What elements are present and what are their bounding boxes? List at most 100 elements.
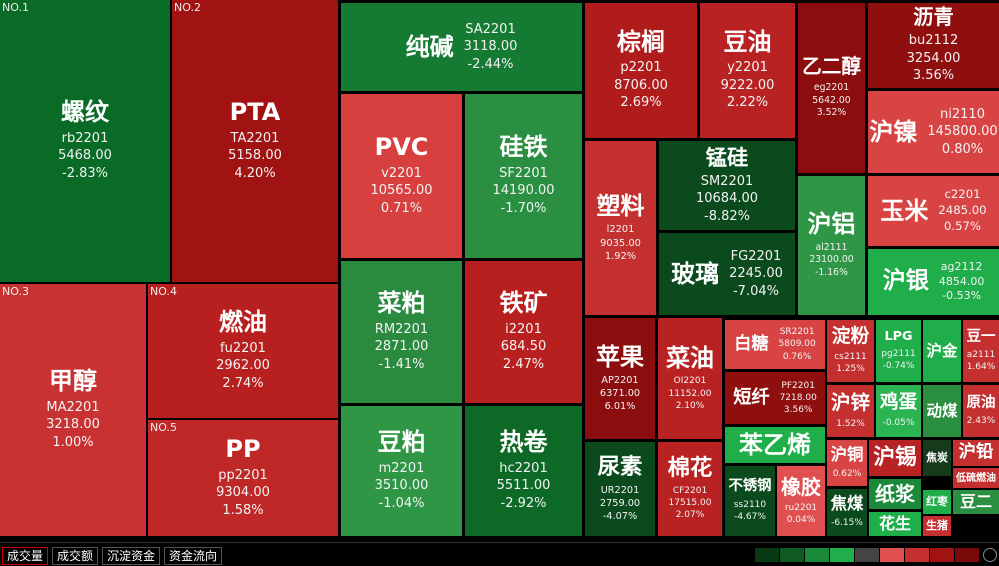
product-code: ss2110 [733,499,767,510]
tab[interactable]: 成交额 [52,547,99,565]
tile[interactable]: 纸浆 [869,479,921,509]
product-code: ag2112 [940,259,983,273]
product-change: -0.05% [882,418,915,429]
product-code: a2111 [966,349,996,360]
product-code: MA2201 [46,399,100,415]
help-icon[interactable] [983,548,997,562]
tile[interactable]: NO.4 燃油 fu2201 2962.00 2.74% [148,284,338,418]
product-name: 玉米 [880,196,929,225]
product-price: 2962.00 [216,358,270,374]
bottom-bar: 成交量 成交额 沉淀资金 资金流向 [0,542,999,566]
tile[interactable]: 玻璃 FG2201 2245.00 -7.04% [659,233,795,315]
tile[interactable]: 热卷 hc2201 5511.00 -2.92% [465,406,582,536]
tile[interactable]: NO.1 螺纹 rb2201 5468.00 -2.83% [0,0,170,282]
product-price: 2759.00 [599,497,641,509]
tile[interactable]: PVC v2201 10565.00 0.71% [341,94,462,258]
product-name: PP [225,435,261,464]
tile[interactable]: NO.3 甲醇 MA2201 3218.00 1.00% [0,284,146,536]
product-name: 热卷 [499,428,548,457]
tile[interactable]: 玉米 c2201 2485.00 0.57% [868,176,999,246]
tile[interactable]: 淀粉 cs2111 1.25% [827,320,874,382]
tile[interactable]: 不锈钢 ss2110 -4.67% [725,466,775,536]
tile[interactable]: 纯碱 SA2201 3118.00 -2.44% [341,3,582,91]
product-code: TA2201 [230,130,280,146]
tile[interactable]: 原油 2.43% [963,385,999,437]
product-name: 沪银 [882,268,929,295]
tile[interactable]: 白糖 SR2201 5809.00 0.76% [725,320,825,369]
tile[interactable]: 菜粕 RM2201 2871.00 -1.41% [341,261,462,403]
tile[interactable]: 沪镍 ni2110 145800.00 0.80% [868,91,999,173]
tile-details: ni2110 145800.00 0.80% [927,106,997,159]
product-code: CF2201 [672,486,708,497]
product-change: 3.56% [912,68,955,84]
tile[interactable]: 沪金 [923,320,961,382]
product-change: 1.92% [604,250,637,262]
product-change: 1.64% [966,362,996,372]
tile[interactable]: 橡胶 ru2201 0.04% [777,466,825,536]
tile[interactable]: 焦炭 [923,440,951,476]
product-change: 0.80% [941,141,984,157]
tile[interactable]: 棕榈 p2201 8706.00 2.69% [585,3,697,138]
tile[interactable]: NO.2 PTA TA2201 5158.00 4.20% [172,0,338,282]
product-name: 花生 [878,514,911,534]
tile[interactable]: 棉花 CF2201 17515.00 2.07% [658,442,722,536]
tile[interactable]: 鸡蛋 -0.05% [876,385,921,437]
tile[interactable]: 豆二 [953,490,999,514]
product-change: -1.16% [815,266,848,278]
product-price: 10565.00 [370,183,433,199]
rank-label: NO.1 [2,1,29,14]
tile[interactable]: 沥青 bu2112 3254.00 3.56% [868,3,999,88]
product-name: 乙二醇 [801,55,862,79]
tile[interactable]: 红枣 [923,490,951,514]
tile[interactable]: 花生 [869,512,921,536]
tile[interactable]: 短纤 PF2201 7218.00 3.56% [725,372,825,424]
product-name: 尿素 [597,454,643,481]
tile[interactable]: 乙二醇 eg2201 5642.00 3.52% [798,3,865,173]
tile[interactable]: 苯乙烯 [725,427,825,463]
tile[interactable]: 尿素 UR2201 2759.00 -4.07% [585,442,655,536]
product-price: 7218.00 [779,392,817,403]
product-change: 4.20% [234,165,276,181]
tile[interactable]: 沪锡 [869,440,921,476]
product-change: -1.41% [378,356,425,372]
tile[interactable]: LPG pg2111 -0.74% [876,320,921,382]
tile[interactable]: 焦煤 -6.15% [827,489,867,536]
tile[interactable]: 低硫燃油 [953,468,999,488]
product-change: -2.44% [467,56,514,72]
tile[interactable]: 沪铅 [953,440,999,466]
tile[interactable]: 菜油 OI2201 11152.00 2.10% [658,318,722,439]
product-change: 2.07% [675,510,705,521]
product-name: 沪铜 [830,444,864,464]
product-price: 11152.00 [668,388,712,399]
product-change: -1.04% [378,495,425,511]
tile-details: PF2201 7218.00 3.56% [780,380,817,416]
product-price: 3510.00 [374,478,429,494]
tile[interactable]: 沪锌 1.52% [827,385,874,437]
tile[interactable]: 生猪 [923,516,951,536]
product-change: 2.22% [726,95,769,111]
tile[interactable]: 铁矿 i2201 684.50 2.47% [465,261,582,403]
tab[interactable]: 沉淀资金 [102,547,161,565]
tile[interactable]: 沪铝 al2111 23100.00 -1.16% [798,176,865,315]
tile[interactable]: 豆一 a2111 1.64% [963,320,999,382]
product-code: c2201 [944,187,981,202]
tile[interactable]: 豆油 y2201 9222.00 2.22% [700,3,795,138]
tile[interactable]: NO.5 PP pp2201 9304.00 1.58% [148,420,338,536]
tile[interactable]: 苹果 AP2201 6371.00 6.01% [585,318,655,439]
product-change: 1.25% [836,364,865,375]
product-price: 3118.00 [463,39,518,55]
tile[interactable]: 锰硅 SM2201 10684.00 -8.82% [659,141,795,230]
tile[interactable]: 硅铁 SF2201 14190.00 -1.70% [465,94,582,258]
legend-swatch [930,548,954,562]
tile[interactable]: 塑料 l2201 9035.00 1.92% [585,141,656,315]
tile[interactable]: 豆粕 m2201 3510.00 -1.04% [341,406,462,536]
product-change: 2.69% [620,95,662,111]
product-price: 145800.00 [927,124,998,140]
tile-details: FG2201 2245.00 -7.04% [729,248,783,301]
tile[interactable]: 沪银 ag2112 4854.00 -0.53% [868,249,999,315]
product-name: 白糖 [734,334,769,355]
tab[interactable]: 成交量 [2,547,49,565]
tile[interactable]: 沪铜 0.62% [827,440,867,486]
tab[interactable]: 资金流向 [164,547,223,565]
tile[interactable]: 动煤 [923,385,961,437]
